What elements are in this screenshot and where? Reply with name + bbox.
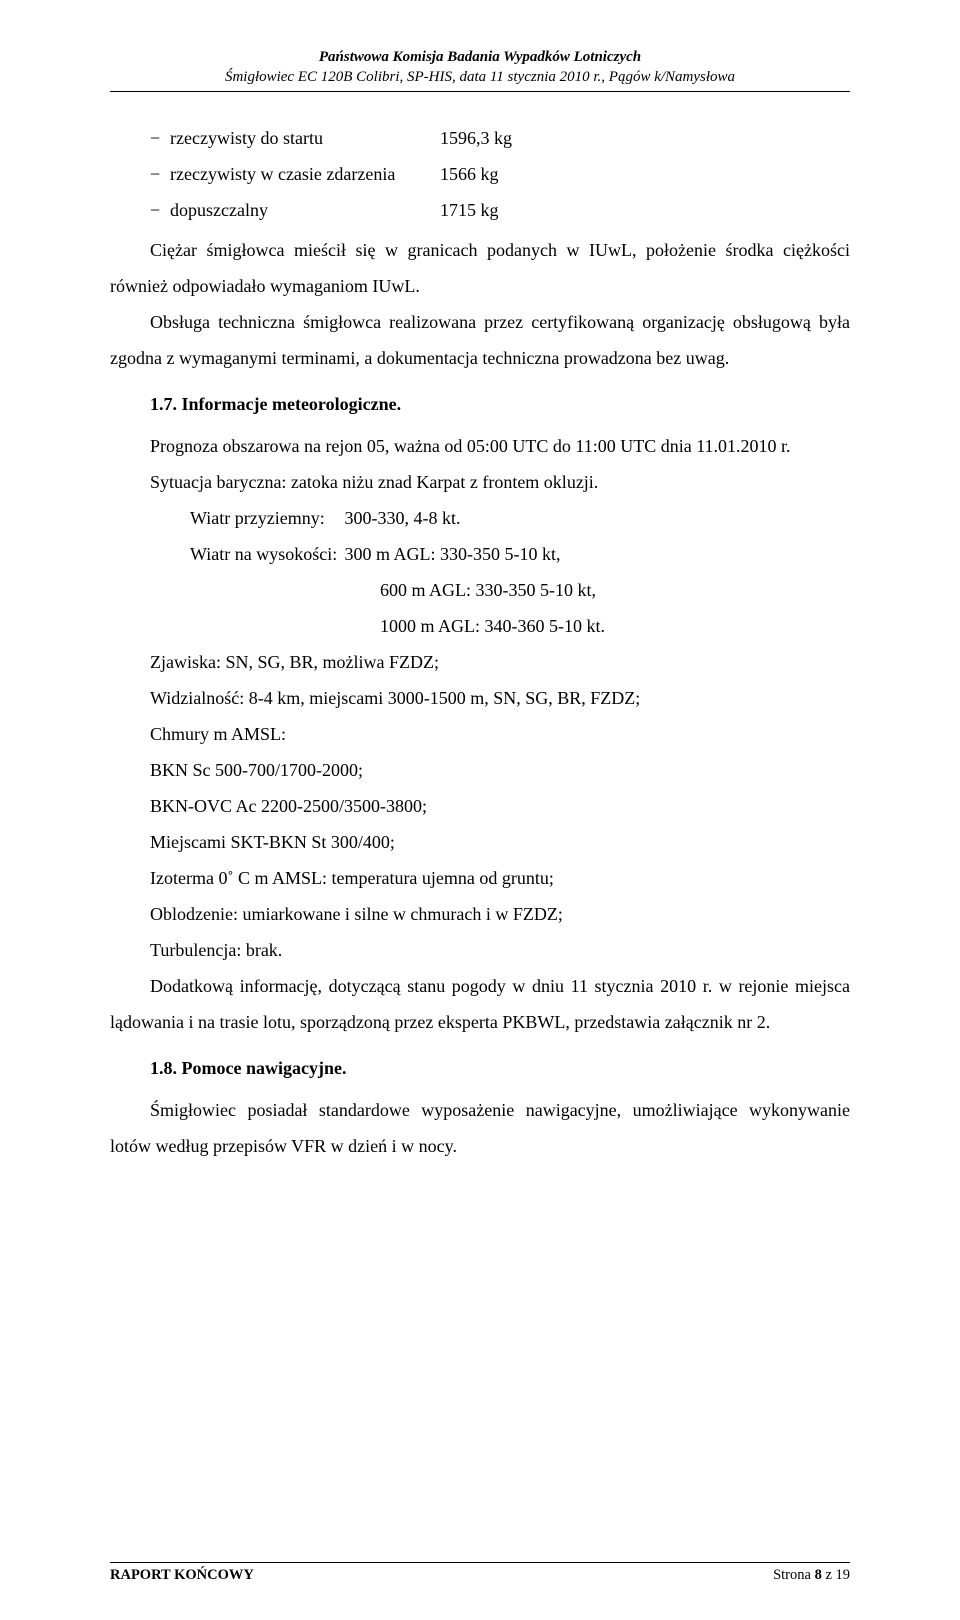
page-footer: RAPORT KOŃCOWY Strona 8 z 19 [110,1562,850,1584]
paragraph-forecast: Prognoza obszarowa na rejon 05, ważna od… [110,428,850,464]
wind-surface-label: Wiatr przyziemny: [150,500,340,536]
dash-icon: − [150,192,170,228]
weight-label: rzeczywisty do startu [170,120,440,156]
weight-value: 1715 kg [440,192,499,228]
footer-right: Strona 8 z 19 [773,1567,850,1584]
footer-page-total: 19 [836,1567,851,1583]
wind-alt-line: Wiatr na wysokości: 300 m AGL: 330-350 5… [110,536,850,572]
footer-page-prefix: Strona [773,1567,814,1583]
footer-page-number: 8 [815,1567,822,1583]
paragraph-synoptic: Sytuacja baryczna: zatoka niżu znad Karp… [110,464,850,500]
cloud-item: BKN Sc 500-700/1700-2000; [150,752,850,788]
weight-label: rzeczywisty w czasie zdarzenia [170,156,440,192]
page-container: Państwowa Komisja Badania Wypadków Lotni… [0,0,960,1620]
weight-list: − rzeczywisty do startu 1596,3 kg − rzec… [150,120,850,228]
clouds-label: Chmury m AMSL: [110,716,850,752]
wind-surface-line: Wiatr przyziemny: 300-330, 4-8 kt. [110,500,850,536]
visibility-line: Widzialność: 8-4 km, miejscami 3000-1500… [110,680,850,716]
section-1-8-title: 1.8. Pomoce nawigacyjne. [110,1050,850,1086]
header-org: Państwowa Komisja Badania Wypadków Lotni… [110,48,850,68]
cloud-item: Miejscami SKT-BKN St 300/400; [150,824,850,860]
header-rule [110,91,850,92]
isotherm-line: Izoterma 0˚ C m AMSL: temperatura ujemna… [110,860,850,896]
clouds-list: BKN Sc 500-700/1700-2000; BKN-OVC Ac 220… [150,752,850,860]
turbulence-line: Turbulencja: brak. [110,932,850,968]
footer-rule [110,1562,850,1563]
wind-surface-value: 300-330, 4-8 kt. [345,508,461,528]
footer-page-middle: z [822,1567,836,1583]
wind-alt-value: 600 m AGL: 330-350 5-10 kt, [380,572,850,608]
paragraph-cg: Ciężar śmigłowca mieścił się w granicach… [110,232,850,304]
section-1-7-title: 1.7. Informacje meteorologiczne. [110,386,850,422]
dash-icon: − [150,120,170,156]
wind-alt-label: Wiatr na wysokości: [150,536,340,572]
icing-line: Oblodzenie: umiarkowane i silne w chmura… [110,896,850,932]
weight-row: − rzeczywisty do startu 1596,3 kg [150,120,850,156]
footer-row: RAPORT KOŃCOWY Strona 8 z 19 [110,1567,850,1584]
weight-value: 1596,3 kg [440,120,512,156]
page-header: Państwowa Komisja Badania Wypadków Lotni… [110,48,850,87]
footer-left: RAPORT KOŃCOWY [110,1567,254,1584]
paragraph-maintenance: Obsługa techniczna śmigłowca realizowana… [110,304,850,376]
weight-value: 1566 kg [440,156,499,192]
wind-alt-value: 300 m AGL: 330-350 5-10 kt, [345,544,561,564]
dash-icon: − [150,156,170,192]
paragraph-nav: Śmigłowiec posiadał standardowe wyposaże… [110,1092,850,1164]
body: − rzeczywisty do startu 1596,3 kg − rzec… [110,120,850,1164]
phenomena-line: Zjawiska: SN, SG, BR, możliwa FZDZ; [110,644,850,680]
weight-row: − dopuszczalny 1715 kg [150,192,850,228]
wind-alt-value: 1000 m AGL: 340-360 5-10 kt. [380,608,850,644]
cloud-item: BKN-OVC Ac 2200-2500/3500-3800; [150,788,850,824]
additional-info: Dodatkową informację, dotyczącą stanu po… [110,968,850,1040]
weight-row: − rzeczywisty w czasie zdarzenia 1566 kg [150,156,850,192]
header-case: Śmigłowiec EC 120B Colibri, SP-HIS, data… [110,68,850,88]
weight-label: dopuszczalny [170,192,440,228]
